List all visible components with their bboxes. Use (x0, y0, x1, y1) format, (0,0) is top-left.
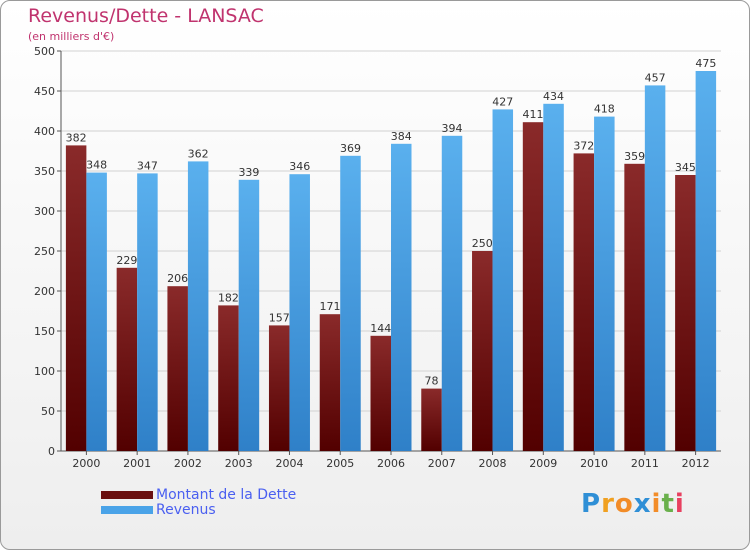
bar-revenus (644, 85, 666, 452)
x-tick-label: 2005 (326, 457, 354, 470)
data-label-revenus: 384 (391, 130, 412, 143)
logo-letter: i (674, 489, 685, 519)
data-label-dette: 250 (472, 237, 493, 250)
data-label-dette: 372 (573, 139, 594, 152)
y-tick-label: 500 (34, 45, 55, 58)
logo-letter: x (633, 489, 652, 519)
bar-dette (167, 286, 188, 451)
y-tick-label: 150 (34, 325, 55, 338)
data-label-revenus: 457 (645, 71, 666, 84)
x-tick-label: 2008 (479, 457, 507, 470)
legend-label-dette: Montant de la Dette (156, 486, 297, 503)
bar-revenus (289, 174, 310, 451)
y-tick-label: 350 (34, 165, 55, 178)
chart-title: Revenus/Dette - LANSAC (28, 5, 264, 27)
y-tick-label: 100 (34, 365, 55, 378)
bar-dette (268, 325, 290, 451)
data-label-dette: 171 (319, 300, 340, 313)
bar-revenus (594, 116, 615, 451)
data-label-revenus: 346 (289, 160, 310, 173)
legend-swatch-dette (101, 490, 153, 499)
y-tick-label: 50 (41, 405, 55, 418)
legend-item-revenus: Revenus (101, 501, 296, 518)
x-tick-label: 2004 (275, 457, 303, 470)
y-tick-label: 200 (34, 285, 55, 298)
y-tick-label: 250 (34, 245, 55, 258)
bar-revenus (391, 143, 412, 452)
x-tick-label: 2010 (580, 457, 608, 470)
bar-revenus (492, 109, 514, 452)
data-label-revenus: 362 (188, 147, 209, 160)
bar-dette (573, 153, 595, 451)
data-label-dette: 345 (675, 161, 696, 174)
bar-revenus (695, 71, 717, 451)
data-label-dette: 144 (370, 322, 391, 335)
bar-revenus (86, 172, 107, 451)
data-label-revenus: 348 (86, 159, 107, 172)
data-label-revenus: 475 (695, 57, 716, 70)
logo-letter: r (601, 489, 615, 519)
logo-letter: i (651, 489, 662, 519)
data-label-revenus: 369 (340, 142, 361, 155)
data-label-revenus: 339 (238, 166, 259, 179)
x-tick-label: 2001 (123, 457, 151, 470)
data-label-dette: 411 (523, 108, 544, 121)
data-label-revenus: 394 (442, 122, 463, 135)
x-tick-label: 2002 (174, 457, 202, 470)
x-tick-label: 2009 (529, 457, 557, 470)
chart-subtitle: (en milliers d'€) (28, 30, 115, 43)
y-tick-label: 450 (34, 85, 55, 98)
bar-revenus (340, 155, 361, 452)
legend-swatch-revenus (101, 505, 153, 514)
data-label-revenus: 418 (594, 103, 615, 116)
bar-dette (624, 163, 645, 452)
bar-dette (319, 314, 341, 451)
bar-revenus (187, 161, 209, 451)
logo-letter: o (614, 489, 634, 519)
bar-revenus (238, 179, 260, 452)
bar-dette (421, 388, 442, 451)
legend-label-revenus: Revenus (156, 501, 216, 518)
bar-revenus (137, 173, 158, 451)
x-tick-label: 2000 (72, 457, 100, 470)
y-tick-label: 300 (34, 205, 55, 218)
data-label-dette: 382 (66, 131, 87, 144)
y-tick-label: 400 (34, 125, 55, 138)
bar-dette (472, 251, 493, 451)
x-tick-label: 2007 (428, 457, 456, 470)
x-tick-label: 2006 (377, 457, 405, 470)
data-label-revenus: 427 (492, 95, 513, 108)
bar-dette (522, 122, 544, 451)
bar-dette (218, 305, 239, 451)
data-label-dette: 206 (167, 272, 188, 285)
x-tick-label: 2012 (682, 457, 710, 470)
data-label-revenus: 347 (137, 159, 158, 172)
y-tick-label: 0 (48, 445, 55, 458)
data-label-revenus: 434 (543, 90, 564, 103)
data-label-dette: 157 (269, 311, 290, 324)
x-tick-label: 2003 (225, 457, 253, 470)
legend-item-dette: Montant de la Dette (101, 486, 297, 503)
bar-revenus (543, 103, 564, 452)
logo-letter: P (581, 489, 602, 519)
data-label-dette: 182 (218, 291, 239, 304)
proxiti-logo: Proxiti (581, 489, 685, 519)
bar-revenus (441, 135, 463, 452)
logo-letter: t (661, 489, 675, 519)
data-label-dette: 229 (116, 254, 137, 267)
bar-dette (116, 267, 138, 451)
x-tick-label: 2011 (631, 457, 659, 470)
data-label-dette: 359 (624, 150, 645, 163)
bar-dette (370, 335, 391, 451)
bar-dette (65, 145, 87, 451)
data-label-dette: 78 (425, 375, 439, 388)
bar-dette (675, 175, 696, 451)
legend: Montant de la Dette Revenus (101, 486, 297, 518)
